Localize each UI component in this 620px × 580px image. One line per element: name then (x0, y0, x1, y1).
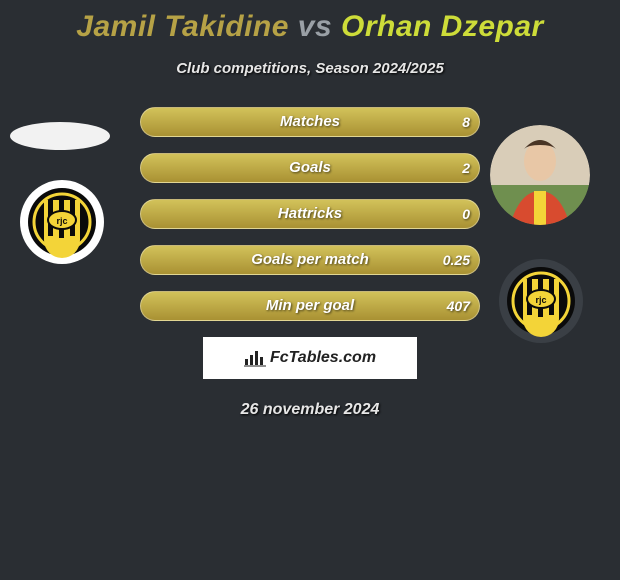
player1-club-crest: rjc (20, 180, 104, 264)
svg-text:rjc: rjc (56, 216, 67, 226)
player1-placeholder (10, 122, 110, 150)
stat-label: Hattricks (140, 199, 480, 229)
stat-row: Min per goal 407 (140, 291, 480, 321)
stat-label: Goals per match (140, 245, 480, 275)
player1-name: Jamil Takidine (76, 10, 289, 43)
player-photo-icon (490, 125, 590, 225)
comparison-title: Jamil Takidine vs Orhan Dzepar (0, 0, 620, 44)
stat-row: Goals 2 (140, 153, 480, 183)
vs-label: vs (298, 10, 332, 43)
stat-label: Matches (140, 107, 480, 137)
club-crest-icon: rjc (26, 186, 98, 258)
player2-name: Orhan Dzepar (341, 10, 544, 43)
bar-chart-icon (244, 349, 266, 367)
stat-value-right: 2 (462, 153, 470, 183)
player2-club-crest: rjc (499, 259, 583, 343)
fctables-brand-box: FcTables.com (203, 337, 417, 379)
stat-value-right: 407 (447, 291, 470, 321)
stat-value-right: 0 (462, 199, 470, 229)
stat-label: Min per goal (140, 291, 480, 321)
stat-row: Goals per match 0.25 (140, 245, 480, 275)
stat-row: Hattricks 0 (140, 199, 480, 229)
stat-value-right: 0.25 (443, 245, 470, 275)
club-crest-icon: rjc (505, 265, 577, 337)
stat-row: Matches 8 (140, 107, 480, 137)
brand-text: FcTables.com (270, 349, 376, 367)
player2-photo (490, 125, 590, 225)
subtitle: Club competitions, Season 2024/2025 (0, 60, 620, 77)
stat-label: Goals (140, 153, 480, 183)
svg-text:rjc: rjc (535, 295, 546, 305)
stat-value-right: 8 (462, 107, 470, 137)
date-label: 26 november 2024 (0, 401, 620, 419)
